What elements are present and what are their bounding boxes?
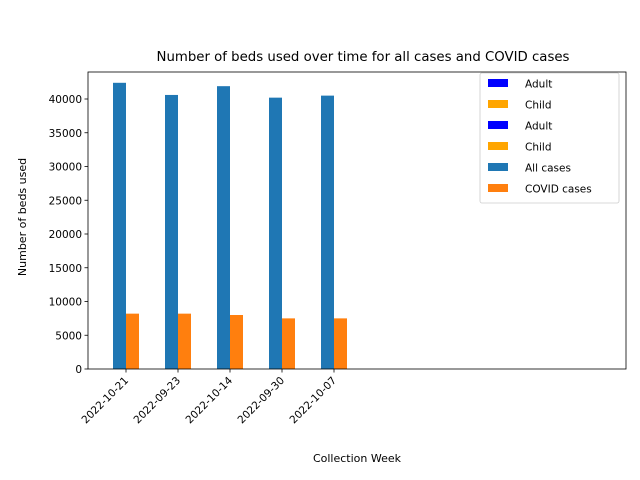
legend-box	[479, 72, 620, 204]
bar-covid-cases-2022-10-14	[230, 315, 243, 369]
y-tick-label: 25000	[49, 195, 82, 207]
bar-covid-cases-2022-09-30	[282, 318, 295, 369]
legend-swatch	[488, 142, 508, 150]
y-tick-label: 0	[75, 364, 82, 376]
bar-all-cases-2022-10-07	[321, 95, 334, 369]
plot-frame	[87, 71, 627, 370]
x-tick-label: 2022-10-21	[79, 375, 131, 427]
y-tick-label: 30000	[49, 162, 82, 174]
chart-title: Number of beds used over time for all ca…	[157, 50, 570, 65]
bar-all-cases-2022-10-21	[113, 82, 126, 370]
legend-label: Adult	[525, 79, 552, 91]
y-tick-label: 35000	[49, 128, 82, 140]
bar-covid-cases-2022-10-07	[334, 318, 347, 369]
x-axis-label: Collection Week	[313, 452, 402, 465]
legend: Adult Child Adult Child All cases COVID cases	[479, 72, 620, 204]
x-tick-label: 2022-10-14	[183, 374, 235, 426]
legend-label: Adult	[525, 121, 552, 133]
legend-label: Child	[525, 142, 552, 154]
y-tick-label: 20000	[49, 229, 82, 241]
bar-all-cases-2022-09-23	[165, 94, 178, 369]
legend-swatch	[488, 184, 508, 192]
legend-label: COVID cases	[525, 184, 592, 196]
x-tick-label: 2022-09-23	[131, 375, 183, 427]
y-axis-label: Number of beds used	[16, 158, 29, 276]
bar-covid-cases-2022-09-23	[178, 313, 191, 369]
y-tick-label: 15000	[49, 263, 82, 275]
bar-all-cases-2022-10-14	[217, 86, 230, 370]
bar-all-cases-2022-09-30	[269, 97, 282, 370]
bar-covid-cases-2022-10-21	[126, 313, 139, 369]
legend-swatch	[488, 79, 508, 87]
legend-swatch	[488, 100, 508, 108]
legend-swatch	[488, 163, 508, 171]
y-tick-label: 40000	[49, 94, 82, 106]
x-tick-label: 2022-09-30	[235, 375, 287, 427]
x-tick-label: 2022-10-07	[287, 375, 339, 427]
legend-swatch	[488, 121, 508, 129]
y-tick-label: 5000	[55, 330, 82, 342]
y-tick-label: 10000	[49, 297, 82, 309]
legend-label: Child	[525, 100, 552, 112]
legend-label: All cases	[525, 163, 571, 175]
